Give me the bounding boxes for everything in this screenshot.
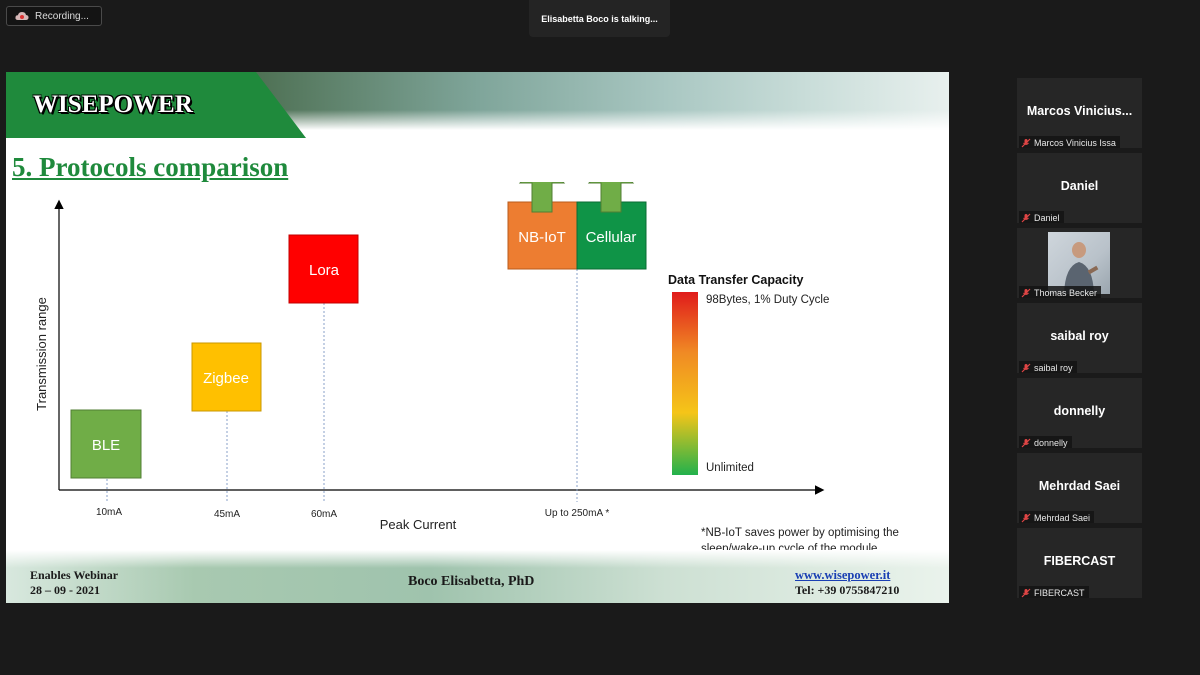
- footer-phone: Tel: +39 0755847210: [795, 583, 900, 597]
- participant-label-text: Mehrdad Saei: [1034, 513, 1091, 523]
- x-tick-label-10ma: 10mA: [96, 507, 122, 518]
- participant-video-feed: [1048, 232, 1110, 294]
- participant-label-text: Marcos Vinicius Issa: [1034, 138, 1116, 148]
- participant-name-label: Thomas Becker: [1019, 286, 1102, 298]
- x-axis-label: Peak Current: [380, 517, 457, 532]
- slide-title: 5. Protocols comparison: [12, 152, 289, 182]
- participant-name-label: Marcos Vinicius Issa: [1019, 136, 1120, 148]
- mic-muted-icon: [1021, 288, 1031, 298]
- participant-tile[interactable]: Mehrdad Saei Mehrdad Saei: [1017, 453, 1142, 523]
- participant-tile[interactable]: saibal roy saibal roy: [1017, 303, 1142, 373]
- y-axis-label: Transmission range: [34, 297, 49, 411]
- cloud-record-icon: [15, 12, 29, 20]
- participant-display-name: Daniel: [1060, 179, 1099, 193]
- active-speaker-text: Elisabetta Boco is talking...: [541, 13, 658, 24]
- x-tick-label-250ma: Up to 250mA *: [545, 508, 610, 519]
- participant-tile[interactable]: FIBERCAST FIBERCAST: [1017, 528, 1142, 598]
- participant-name-label: Mehrdad Saei: [1019, 511, 1095, 523]
- participant-tile[interactable]: Daniel Daniel: [1017, 153, 1142, 223]
- participant-name-label: Daniel: [1019, 211, 1064, 223]
- participant-label-text: saibal roy: [1034, 363, 1073, 373]
- up-arrow-icon-cellular: [587, 182, 635, 213]
- capacity-legend-title: Data Transfer Capacity: [668, 273, 804, 287]
- participant-name-label: donnelly: [1019, 436, 1072, 448]
- recording-indicator[interactable]: Recording...: [6, 6, 102, 26]
- protocol-label-zigbee: Zigbee: [203, 370, 249, 387]
- footer-date: 28 – 09 - 2021: [30, 583, 100, 597]
- participant-label-text: Daniel: [1034, 213, 1060, 223]
- protocol-box-zigbee: [191, 342, 262, 412]
- participant-display-name: Marcos Vinicius...: [1026, 104, 1133, 118]
- logo-band: [6, 72, 306, 138]
- recording-label: Recording...: [35, 10, 89, 22]
- protocol-label-cellular: Cellular: [586, 229, 637, 246]
- protocol-box-cellular: [576, 201, 647, 270]
- protocols-chart: BLE Zigbee Lora NB-IoT Cellular Transmis…: [34, 182, 829, 532]
- protocol-label-lora: Lora: [309, 262, 340, 279]
- active-speaker-banner: Elisabetta Boco is talking...: [529, 0, 670, 37]
- participant-tile[interactable]: Marcos Vinicius... Marcos Vinicius Issa: [1017, 78, 1142, 148]
- mic-muted-icon: [1021, 213, 1031, 223]
- protocol-box-lora: [288, 234, 359, 304]
- participant-label-text: Thomas Becker: [1034, 288, 1098, 298]
- person-silhouette-icon: [1064, 242, 1099, 294]
- capacity-top-label: 98Bytes, 1% Duty Cycle: [706, 294, 829, 306]
- participant-label-text: donnelly: [1034, 438, 1068, 448]
- participant-display-name: FIBERCAST: [1043, 554, 1116, 568]
- participant-name-label: FIBERCAST: [1019, 586, 1089, 598]
- participant-display-name: donnelly: [1053, 404, 1106, 418]
- participant-display-name: saibal roy: [1050, 329, 1109, 343]
- participant-tile[interactable]: donnelly donnelly: [1017, 378, 1142, 448]
- mic-muted-icon: [1021, 138, 1031, 148]
- protocol-box-nbiot: [507, 201, 578, 270]
- up-arrow-icon-nbiot: [518, 182, 566, 213]
- wisepower-logo: WISEPOWER: [33, 91, 193, 118]
- x-tick-label-45ma: 45mA: [214, 509, 240, 520]
- shared-slide: WISEPOWER 5. Protocols comparison BLE Zi…: [6, 72, 949, 603]
- footer-website-link[interactable]: www.wisepower.it: [795, 568, 891, 582]
- footer-event: Enables Webinar: [30, 568, 119, 582]
- protocol-box-ble: [70, 409, 142, 479]
- capacity-gradient-bar: [672, 292, 698, 475]
- participant-display-name: Mehrdad Saei: [1038, 479, 1121, 493]
- participant-name-label: saibal roy: [1019, 361, 1077, 373]
- participant-tile-video[interactable]: Thomas Becker: [1017, 228, 1142, 298]
- mic-muted-icon: [1021, 513, 1031, 523]
- mic-muted-icon: [1021, 363, 1031, 373]
- protocol-label-nbiot: NB-IoT: [518, 229, 566, 246]
- protocol-label-ble: BLE: [92, 437, 120, 454]
- participant-label-text: FIBERCAST: [1034, 588, 1085, 598]
- capacity-bottom-label: Unlimited: [706, 462, 754, 474]
- slide-footer-band: [6, 550, 949, 603]
- mic-muted-icon: [1021, 588, 1031, 598]
- x-tick-label-60ma: 60mA: [311, 509, 337, 520]
- footer-presenter: Boco Elisabetta, PhD: [408, 574, 535, 589]
- mic-muted-icon: [1021, 438, 1031, 448]
